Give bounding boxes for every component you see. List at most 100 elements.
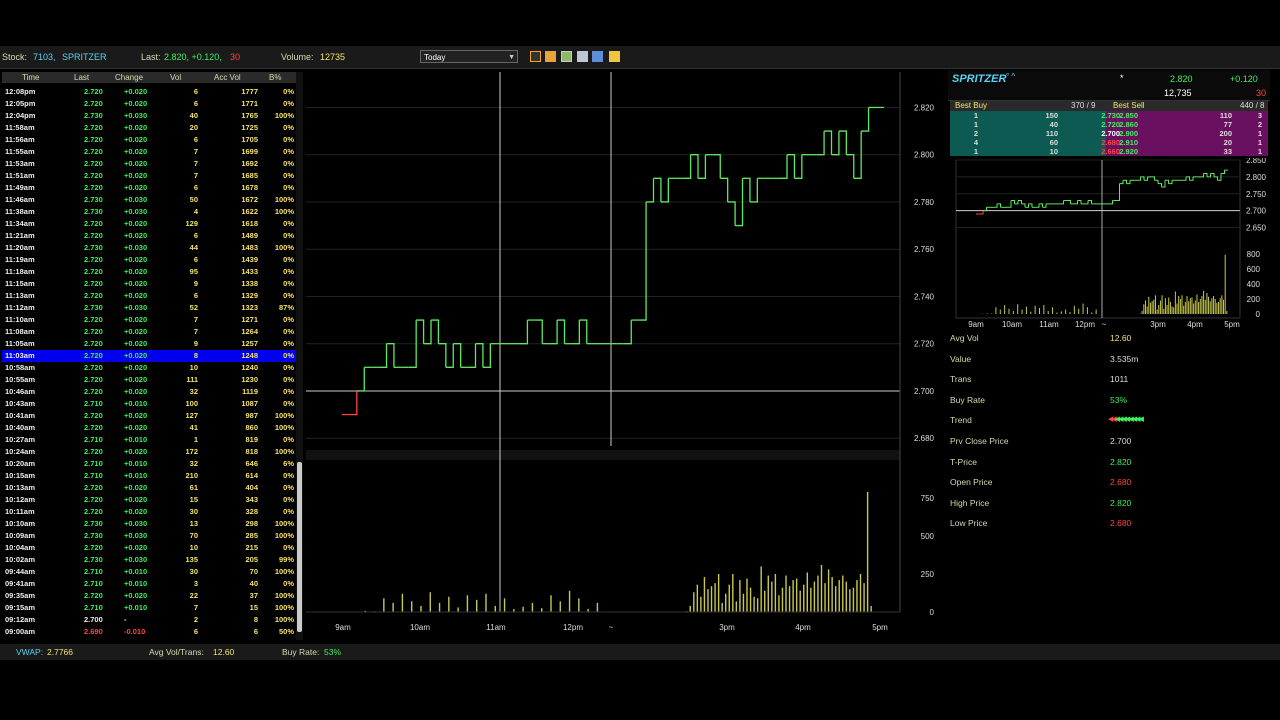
trade-acc-vol: 8 — [253, 615, 258, 624]
trade-row[interactable]: 09:00am 2.690 -0.010 6 6 50% — [2, 626, 296, 638]
trade-row[interactable]: 11:58am 2.720 +0.020 20 1725 0% — [2, 122, 296, 134]
avg-vol-trans-label: Avg Vol/Trans: — [149, 647, 204, 657]
trade-row[interactable]: 10:04am 2.720 +0.020 10 215 0% — [2, 542, 296, 554]
trade-row[interactable]: 11:03am 2.720 +0.020 8 1248 0% — [2, 350, 296, 362]
volume-bar — [714, 583, 716, 612]
price-segment — [683, 154, 692, 179]
depth-row[interactable]: 4 60 2.680 2.910 20 1 — [950, 138, 1268, 147]
draw-tool-icon[interactable] — [530, 51, 541, 62]
trade-row[interactable]: 10:58am 2.720 +0.020 10 1240 0% — [2, 362, 296, 374]
price-segment — [356, 367, 365, 392]
trade-list: Time Last Change Vol Acc Vol B% 12:08pm 2… — [2, 72, 296, 640]
trade-row[interactable]: 10:11am 2.720 +0.020 30 328 0% — [2, 506, 296, 518]
stat-label: Low Price — [950, 518, 988, 529]
trade-row[interactable]: 11:46am 2.730 +0.030 50 1672 100% — [2, 194, 296, 206]
chart-type-icon[interactable] — [561, 51, 572, 62]
col-time[interactable]: Time — [22, 73, 40, 82]
period-select[interactable]: Today ▼ — [420, 50, 518, 63]
price-segment — [861, 107, 870, 132]
col-vol[interactable]: Vol — [170, 73, 182, 82]
col-change[interactable]: Change — [115, 73, 144, 82]
mini-volume-bar — [1164, 298, 1166, 314]
trade-last: 2.710 — [84, 471, 103, 480]
trade-row[interactable]: 11:15am 2.720 +0.020 9 1338 0% — [2, 278, 296, 290]
trade-buy-pct: 0% — [283, 87, 294, 96]
trade-buy-pct: 100% — [274, 615, 294, 624]
trade-row[interactable]: 09:12am 2.700 - 2 8 100% — [2, 614, 296, 626]
trade-acc-vol: 819 — [245, 435, 258, 444]
trade-row[interactable]: 10:09am 2.730 +0.030 70 285 100% — [2, 530, 296, 542]
trade-row[interactable]: 10:10am 2.730 +0.030 13 298 100% — [2, 518, 296, 530]
trade-row[interactable]: 10:15am 2.710 +0.010 210 614 0% — [2, 470, 296, 482]
trade-row[interactable]: 11:55am 2.720 +0.020 7 1699 0% — [2, 146, 296, 158]
scrollbar-thumb[interactable] — [297, 462, 302, 632]
trade-buy-pct: 0% — [283, 471, 294, 480]
trade-row[interactable]: 10:24am 2.720 +0.020 172 818 100% — [2, 446, 296, 458]
trade-row[interactable]: 10:55am 2.720 +0.020 111 1230 0% — [2, 374, 296, 386]
trade-row[interactable]: 10:13am 2.720 +0.020 61 404 0% — [2, 482, 296, 494]
volume-bar — [513, 608, 515, 612]
mini-price-segment — [1088, 200, 1092, 204]
mini-volume-bar — [1178, 296, 1180, 314]
depth-row[interactable]: 1 10 2.660 2.920 33 1 — [950, 147, 1268, 156]
trade-row[interactable]: 11:12am 2.730 +0.030 52 1323 87% — [2, 302, 296, 314]
folder-icon[interactable] — [545, 51, 556, 62]
trade-row[interactable]: 12:04pm 2.730 +0.030 40 1765 100% — [2, 110, 296, 122]
trade-change: +0.020 — [124, 219, 148, 228]
volume-bar — [703, 577, 706, 612]
trade-row[interactable]: 11:56am 2.720 +0.020 6 1705 0% — [2, 134, 296, 146]
mini-chart[interactable]: 2.850 2.800 2.750 2.700 2.650 800 600 400 200 0 9a… — [950, 158, 1268, 330]
trade-row[interactable]: 10:41am 2.720 +0.020 127 987 100% — [2, 410, 296, 422]
col-last[interactable]: Last — [74, 73, 90, 82]
trade-row[interactable]: 10:40am 2.720 +0.020 41 860 100% — [2, 422, 296, 434]
col-acc-vol[interactable]: Acc Vol — [214, 73, 241, 82]
print-icon[interactable] — [592, 51, 603, 62]
trade-row[interactable]: 11:34am 2.720 +0.020 129 1618 0% — [2, 218, 296, 230]
trade-row[interactable]: 11:38am 2.730 +0.030 4 1622 100% — [2, 206, 296, 218]
trade-row[interactable]: 11:49am 2.720 +0.020 6 1678 0% — [2, 182, 296, 194]
col-buy-pct[interactable]: B% — [269, 73, 282, 82]
volume-label: Volume: — [281, 52, 314, 62]
trade-row[interactable]: 09:41am 2.710 +0.010 3 40 0% — [2, 578, 296, 590]
depth-row[interactable]: 1 40 2.720 2.860 77 2 — [950, 120, 1268, 129]
trade-row[interactable]: 09:44am 2.710 +0.010 30 70 100% — [2, 566, 296, 578]
trade-last: 2.730 — [84, 519, 103, 528]
trade-row[interactable]: 11:08am 2.720 +0.020 7 1264 0% — [2, 326, 296, 338]
price-tick-label: 2.740 — [914, 292, 935, 301]
trade-row[interactable]: 09:35am 2.720 +0.020 22 37 100% — [2, 590, 296, 602]
trade-row[interactable]: 11:05am 2.720 +0.020 9 1257 0% — [2, 338, 296, 350]
mini-volume-bar — [1213, 296, 1215, 314]
trade-acc-vol: 1489 — [241, 231, 258, 240]
note-icon[interactable] — [609, 51, 620, 62]
trade-row[interactable]: 10:46am 2.720 +0.020 32 1119 0% — [2, 386, 296, 398]
trade-list-scrollbar[interactable] — [296, 72, 303, 640]
trade-acc-vol: 215 — [245, 543, 258, 552]
depth-row[interactable]: 2 110 2.700 2.900 200 1 — [950, 129, 1268, 138]
intraday-chart[interactable]: 2.820 2.800 2.780 2.760 2.740 2.720 2.700 2.680… — [306, 72, 940, 640]
depth-row[interactable]: 1 150 2.730 2.850 110 3 — [950, 111, 1268, 120]
trade-row[interactable]: 11:10am 2.720 +0.020 7 1271 0% — [2, 314, 296, 326]
trade-row[interactable]: 10:43am 2.710 +0.010 100 1087 0% — [2, 398, 296, 410]
trade-row[interactable]: 10:12am 2.720 +0.020 15 343 0% — [2, 494, 296, 506]
trade-row[interactable]: 11:51am 2.720 +0.020 7 1685 0% — [2, 170, 296, 182]
trade-row[interactable]: 11:19am 2.720 +0.020 6 1439 0% — [2, 254, 296, 266]
bid-count: 4 — [973, 138, 978, 147]
trade-change: +0.020 — [124, 411, 148, 420]
trade-row[interactable]: 12:05pm 2.720 +0.020 6 1771 0% — [2, 98, 296, 110]
trade-row[interactable]: 11:13am 2.720 +0.020 6 1329 0% — [2, 290, 296, 302]
save-icon[interactable] — [577, 51, 588, 62]
trade-row[interactable]: 10:27am 2.710 +0.010 1 819 0% — [2, 434, 296, 446]
trade-time: 11:15am — [5, 279, 35, 288]
trade-row[interactable]: 10:20am 2.710 +0.010 32 646 6% — [2, 458, 296, 470]
trade-row[interactable]: 11:18am 2.720 +0.020 95 1433 0% — [2, 266, 296, 278]
price-segment — [846, 154, 855, 179]
trade-row[interactable]: 10:02am 2.730 +0.030 135 205 99% — [2, 554, 296, 566]
trade-row[interactable]: 11:21am 2.720 +0.020 6 1489 0% — [2, 230, 296, 242]
mini-volume-bar — [1168, 297, 1170, 314]
trade-row[interactable]: 11:20am 2.730 +0.030 44 1483 100% — [2, 242, 296, 254]
stock-info-bar: Stock: 7103, SPRITZER Last: 2.820, +0.12… — [0, 46, 1280, 69]
trade-row[interactable]: 09:15am 2.710 +0.010 7 15 100% — [2, 602, 296, 614]
trade-row[interactable]: 12:08pm 2.720 +0.020 6 1777 0% — [2, 86, 296, 98]
trade-acc-vol: 987 — [245, 411, 258, 420]
trade-row[interactable]: 11:53am 2.720 +0.020 7 1692 0% — [2, 158, 296, 170]
